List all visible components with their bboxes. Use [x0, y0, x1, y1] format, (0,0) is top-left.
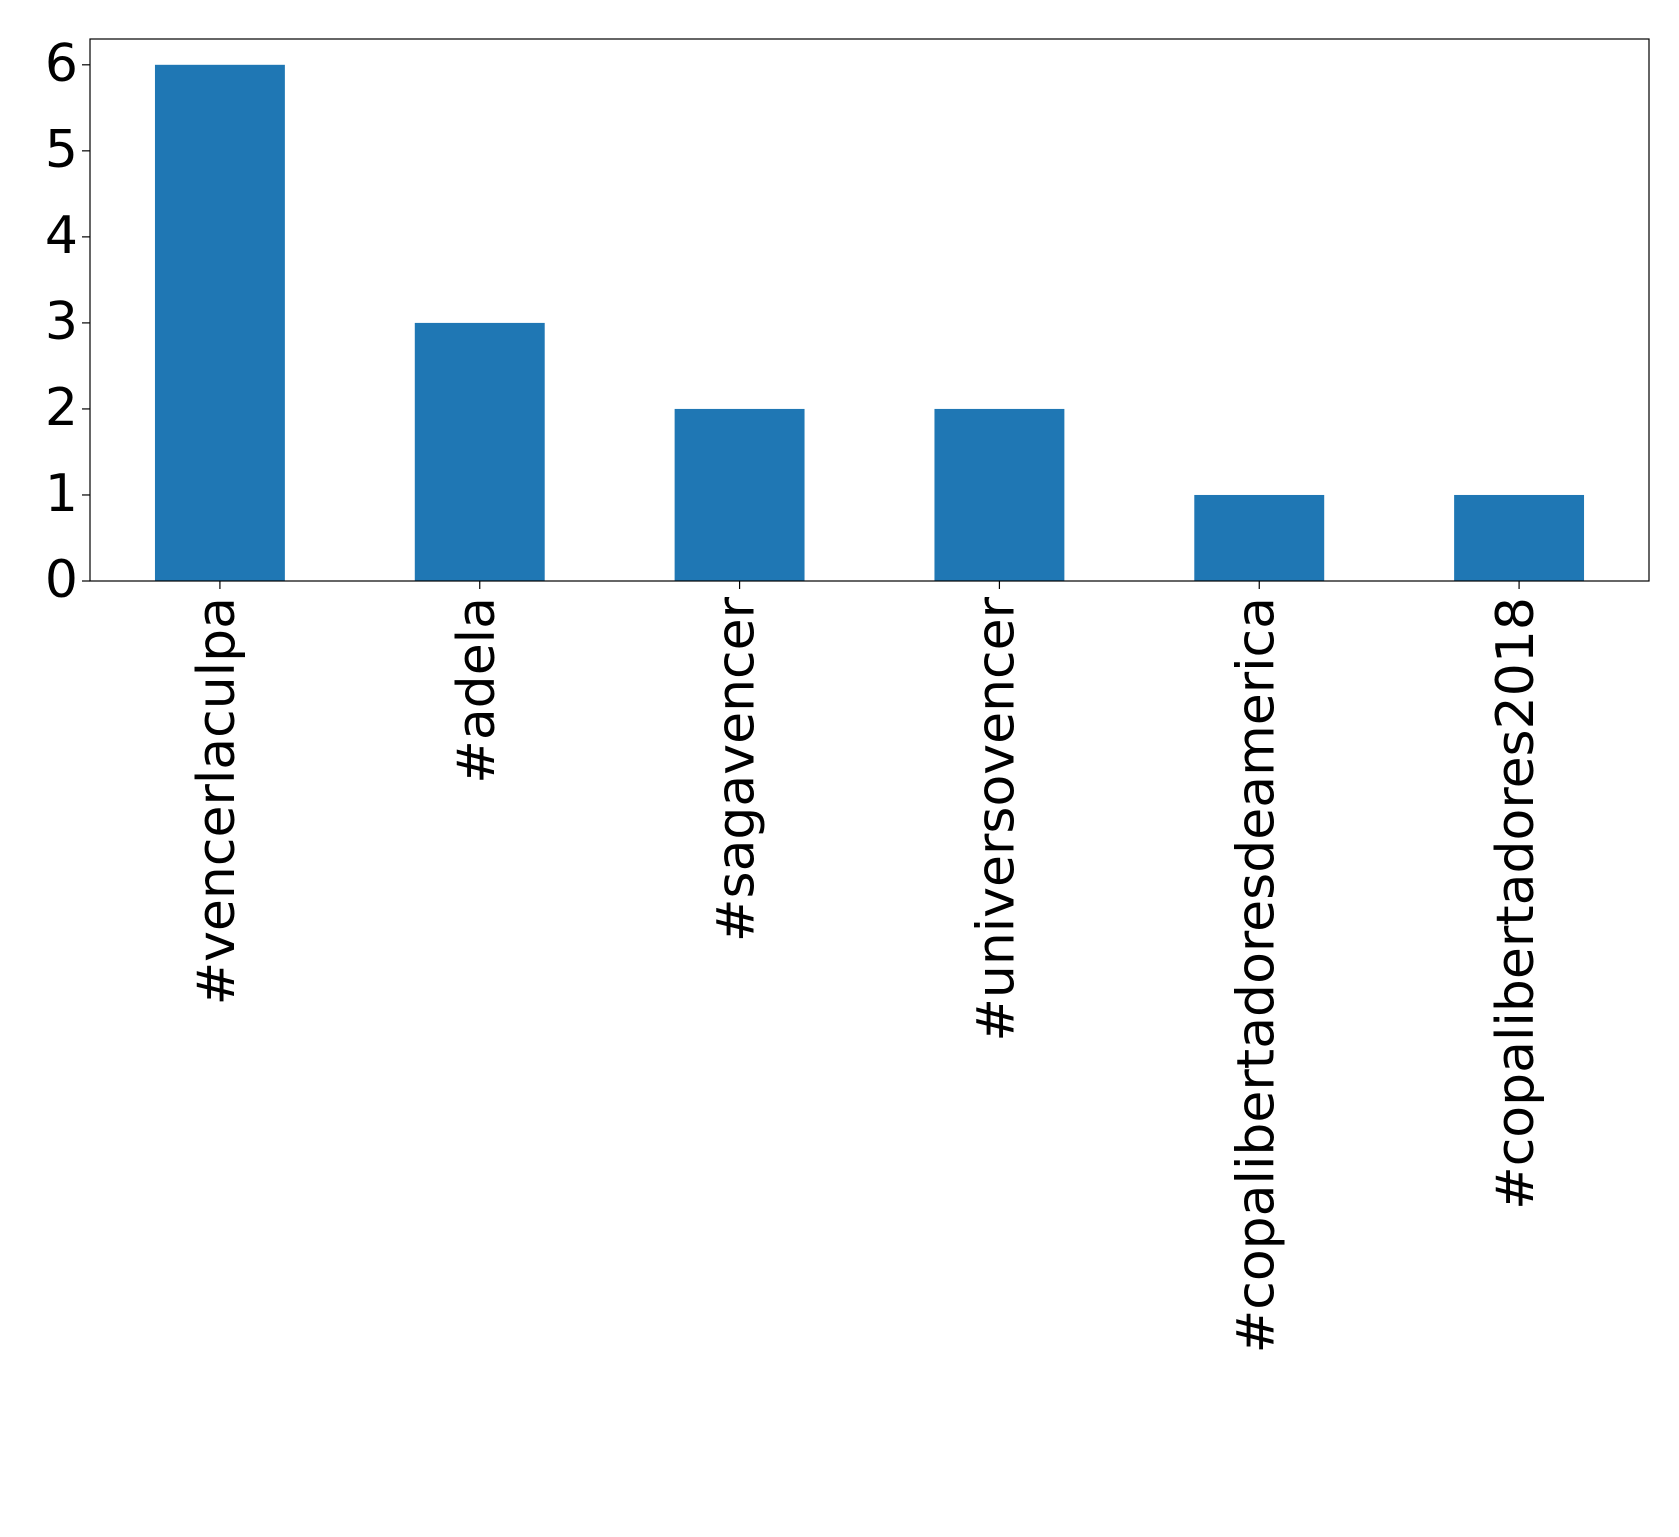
x-tick-label: #sagavencer [707, 596, 767, 942]
y-tick-label: 1 [45, 464, 78, 524]
plot-frame [89, 38, 1650, 582]
y-tick-label: 0 [45, 550, 78, 610]
bar [414, 322, 545, 581]
x-tick-label: #universovencer [966, 596, 1026, 1041]
x-tick-label: #vencerlaculpa [187, 597, 247, 1005]
y-tick-label: 2 [45, 378, 78, 438]
x-tick-label: #copalibertadores2018 [1486, 597, 1546, 1210]
bar [934, 408, 1065, 581]
y-tick-label: 6 [45, 34, 78, 94]
bar [154, 64, 285, 582]
x-tick-label: #adela [447, 597, 507, 784]
y-tick-label: 4 [45, 206, 78, 266]
y-tick-label: 3 [45, 292, 78, 352]
y-tick-label: 5 [45, 120, 78, 180]
bar [1454, 494, 1585, 581]
bar [674, 408, 805, 581]
x-tick-label: #copalibertadoresdeamerica [1226, 597, 1286, 1353]
bar [1194, 494, 1325, 581]
